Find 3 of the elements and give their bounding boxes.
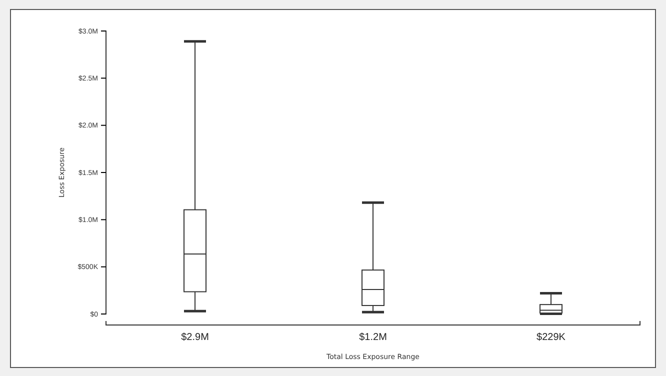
x-tick-label: $1.2M bbox=[359, 332, 387, 344]
x-tick-label: $2.9M bbox=[181, 332, 209, 344]
x-tick-label: $229K bbox=[536, 332, 566, 344]
